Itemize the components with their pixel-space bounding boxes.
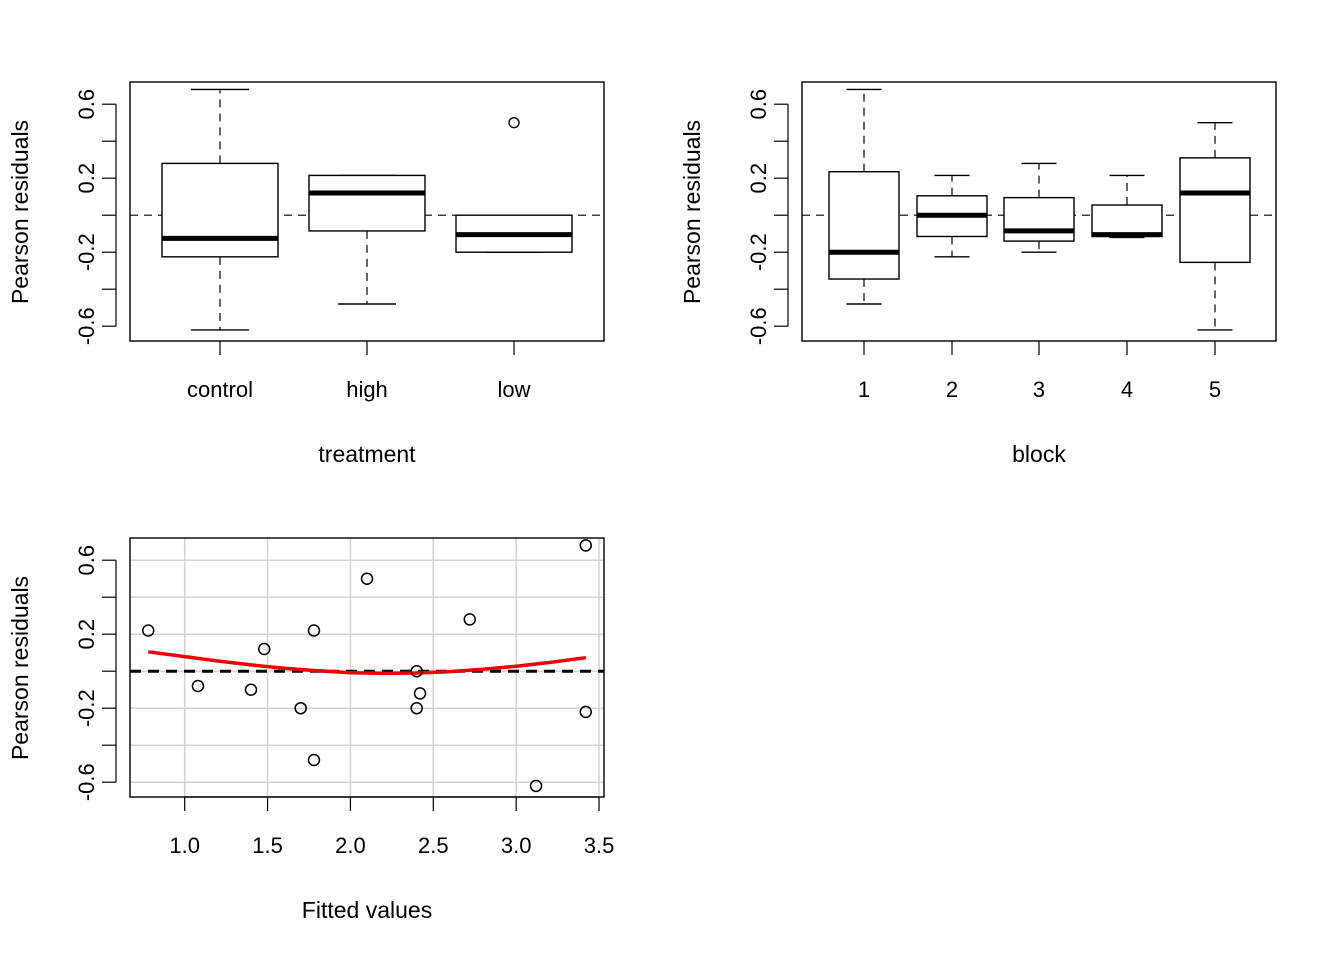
residual-point [294, 701, 307, 715]
treatment-y-tick-label: 0.2 [74, 163, 99, 194]
residual-point [413, 687, 427, 700]
treatment-y-tick-label: 0.6 [74, 89, 99, 120]
block-y-tick-label: 0.2 [746, 163, 771, 194]
fitted-x-tick-label: 3.5 [584, 833, 615, 858]
treatment-x-axis-title: treatment [318, 441, 416, 467]
residual-point [360, 572, 374, 585]
residual-point [579, 705, 593, 719]
fitted-y-tick-label: -0.2 [74, 689, 99, 727]
residual-point [307, 624, 321, 637]
residual-point [579, 539, 593, 552]
block-plot-frame [801, 81, 1277, 342]
treatment-boxplot-panel: control high low -0.6 -0.2 0.2 0.6 treatment P… [7, 81, 605, 467]
block-boxplot-panel: 1 2 3 4 5 -0.6 -0.2 0.2 0.6 block Pearson residu… [679, 81, 1277, 467]
fitted-y-tick-label: -0.6 [74, 763, 99, 801]
fitted-x-tick-label: 3.0 [501, 833, 532, 858]
block-box-1 [828, 171, 900, 280]
residual-point [257, 642, 271, 656]
fitted-x-tick-label: 2.5 [418, 833, 449, 858]
fitted-residual-scatter-panel: -0.6 -0.2 0.2 0.6 1.0 1.5 2.0 2.5 3.0 3.5 Fitted … [7, 537, 615, 923]
residual-point [529, 779, 543, 793]
residual-point [463, 613, 477, 626]
residual-point [244, 683, 258, 696]
fitted-y-axis-title: Pearson residuals [7, 576, 33, 760]
fitted-x-tick-label: 1.0 [169, 833, 200, 858]
block-x-tick-label: 4 [1121, 377, 1133, 402]
block-y-tick-label: 0.6 [746, 89, 771, 120]
smooth-trend-curve [147, 650, 587, 676]
block-box-5 [1179, 157, 1251, 264]
block-box-4 [1091, 204, 1163, 238]
treatment-x-tick-label: high [346, 377, 388, 402]
treatment-x-tick-label: low [497, 377, 530, 402]
fitted-y-tick-label: 0.2 [74, 619, 99, 650]
treatment-plot-frame [129, 81, 605, 342]
block-x-axis-title: block [1012, 441, 1066, 467]
treatment-box-high [308, 174, 426, 232]
block-x-tick-label: 3 [1033, 377, 1045, 402]
residual-point [410, 664, 423, 678]
block-x-tick-label: 2 [946, 377, 958, 402]
block-box-3 [1003, 196, 1075, 242]
fitted-y-tick-label: 0.6 [74, 545, 99, 576]
block-x-tick-label: 1 [858, 377, 870, 402]
treatment-box-control [161, 162, 279, 258]
fitted-x-axis-title: Fitted values [302, 897, 432, 923]
fitted-x-tick-label: 1.5 [252, 833, 283, 858]
residual-point [191, 679, 205, 693]
block-x-tick-label: 5 [1209, 377, 1221, 402]
fitted-x-tick-label: 2.0 [335, 833, 366, 858]
treatment-y-tick-label: -0.2 [74, 233, 99, 271]
treatment-y-axis-title: Pearson residuals [7, 120, 33, 304]
block-y-axis-title: Pearson residuals [679, 120, 705, 304]
treatment-y-tick-label: -0.6 [74, 307, 99, 345]
residual-point [307, 753, 321, 767]
residual-point [141, 624, 155, 637]
treatment-x-tick-label: control [187, 377, 253, 402]
block-y-tick-label: -0.6 [746, 307, 771, 345]
block-y-tick-label: -0.2 [746, 233, 771, 271]
treatment-outlier-point [508, 116, 520, 129]
residual-point [410, 701, 423, 715]
